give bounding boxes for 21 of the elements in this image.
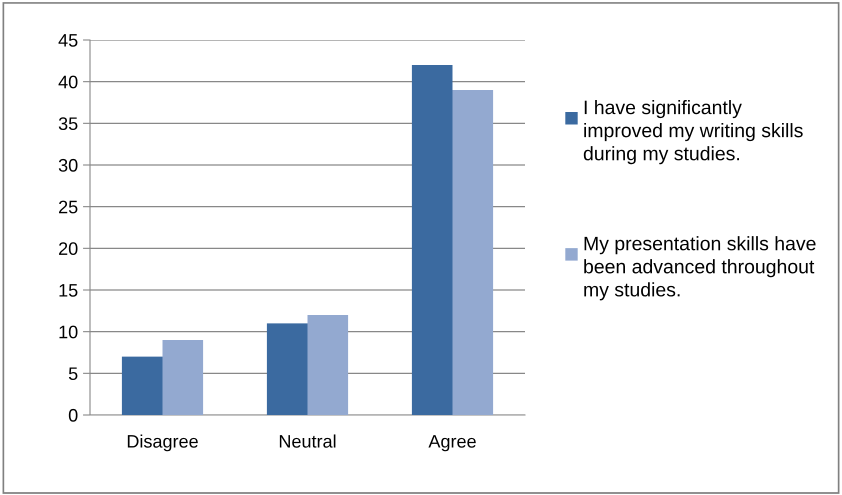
x-tick-label: Neutral <box>280 434 336 448</box>
y-tick-label: 10 <box>59 326 78 338</box>
bar <box>162 340 204 415</box>
y-tick-label: 35 <box>58 117 78 130</box>
y-tick-label: 15 <box>59 284 78 297</box>
y-tick-label: 20 <box>59 242 78 256</box>
x-tick-label: Disagree <box>128 434 198 452</box>
legend-label: My presentation skills have been advanced throughout my studies. <box>584 236 816 300</box>
y-tick-label: 40 <box>58 76 78 88</box>
y-tick-label: 25 <box>59 200 78 214</box>
y-tick-label: 0 <box>68 408 78 422</box>
bar <box>452 90 494 415</box>
y-tick-label: 5 <box>68 367 78 380</box>
bar <box>412 65 452 415</box>
bar <box>266 323 308 415</box>
bar <box>122 356 162 415</box>
legend-label: I have significantly improved my writing skills during my studies. <box>584 100 803 164</box>
y-tick-label: 30 <box>58 158 78 172</box>
x-tick-label: Agree <box>428 435 476 452</box>
y-tick-label: 45 <box>58 34 78 47</box>
bar <box>308 315 348 415</box>
